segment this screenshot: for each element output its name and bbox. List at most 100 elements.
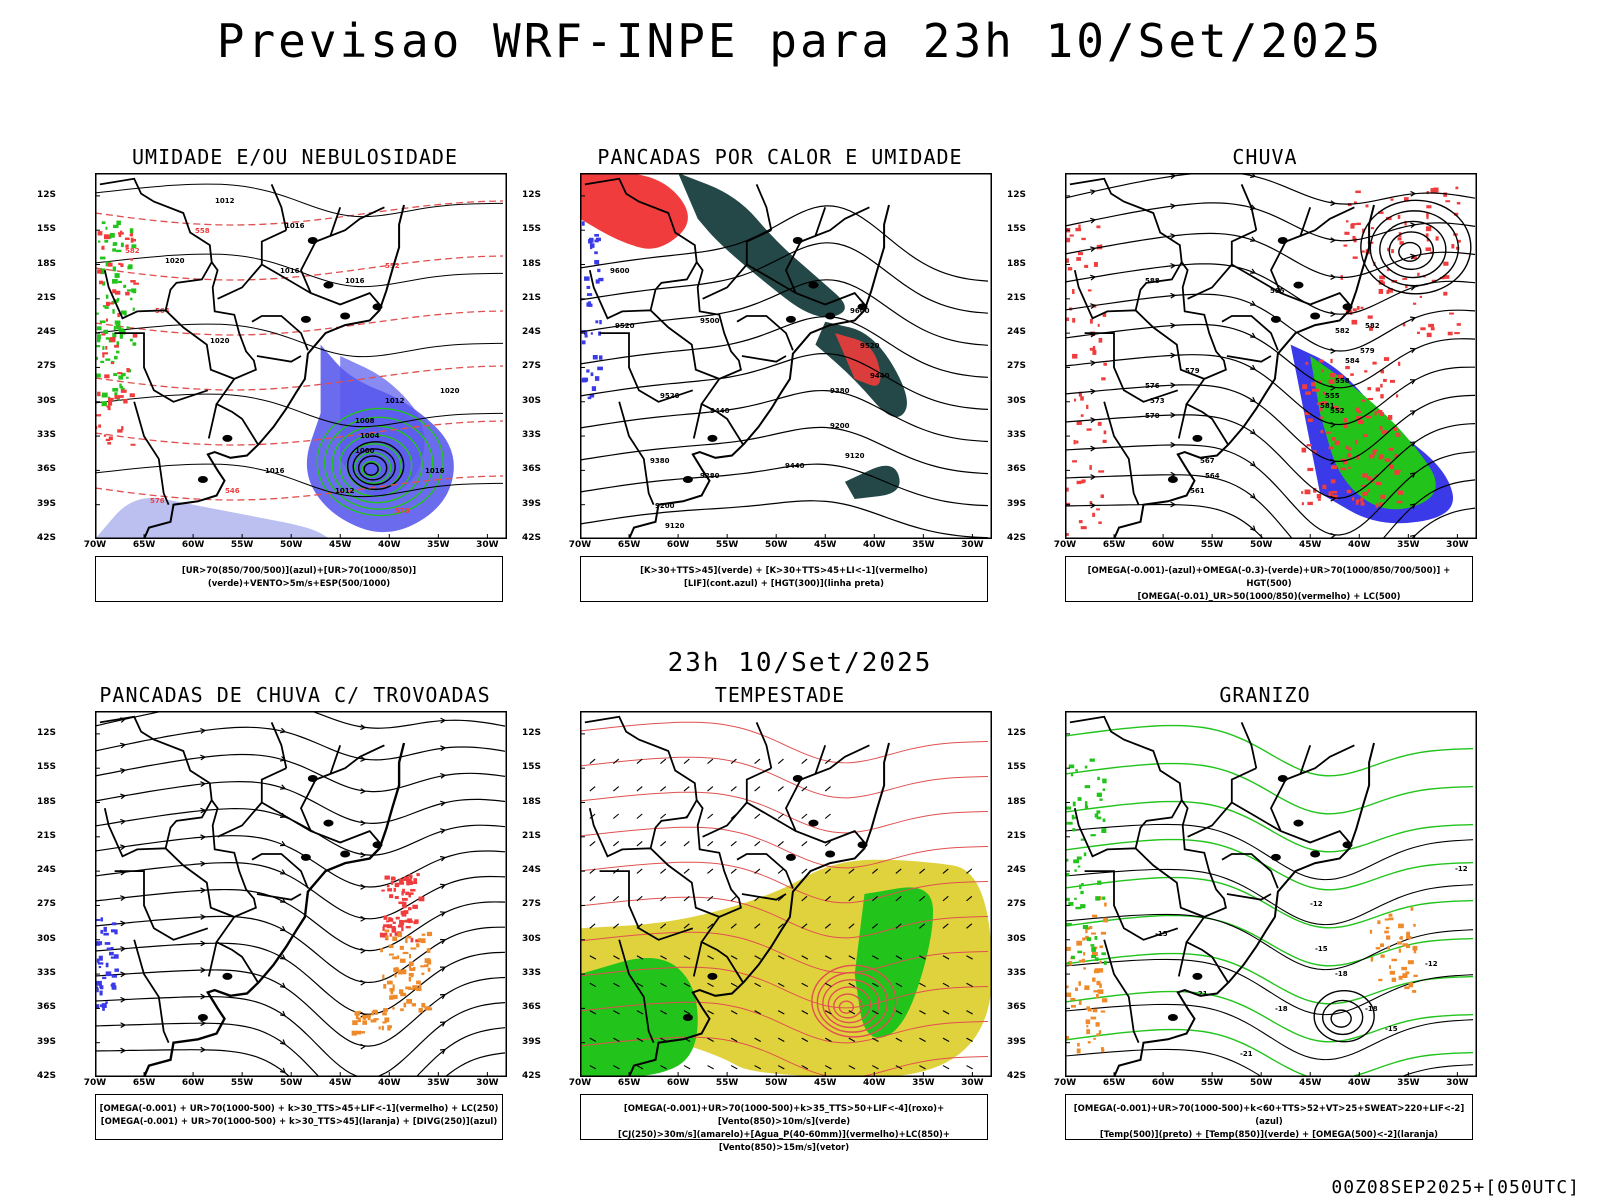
shaded-cell <box>1085 1019 1091 1025</box>
shaded-cell <box>410 947 417 950</box>
shaded-cell <box>111 974 118 978</box>
atlantic-coastline <box>142 742 406 1077</box>
shaded-cell <box>120 263 124 268</box>
shaded-cell <box>105 337 110 340</box>
cyclone-rings <box>811 964 897 1038</box>
lat-tick-label: 15S <box>1006 762 1026 773</box>
shaded-cell <box>110 929 116 933</box>
shaded-cell <box>1075 769 1078 772</box>
streamline-arrow <box>360 756 367 763</box>
wind-vector <box>707 895 714 902</box>
wind-vector <box>613 982 620 988</box>
lat-tick-label: 24S <box>521 865 541 876</box>
shaded-cell <box>393 967 399 973</box>
shaded-cell <box>1065 946 1071 951</box>
wind-vector <box>872 1010 879 1015</box>
lat-tick-label: 42S <box>1006 533 1026 543</box>
wind-vector <box>707 786 714 792</box>
shaded-cell <box>1425 247 1432 252</box>
shaded-cell <box>1417 272 1420 276</box>
lat-tick-label: 42S <box>36 533 56 543</box>
shaded-cell <box>98 965 102 969</box>
shaded-cell <box>104 306 109 309</box>
lon-tick-label: 55W <box>230 1078 254 1088</box>
streamline-arrow <box>1410 253 1417 260</box>
wind-vector <box>730 1010 738 1015</box>
cyclone-ring <box>346 441 405 491</box>
streamline <box>1065 173 1476 205</box>
shaded-cell <box>1395 432 1401 437</box>
shaded-cell <box>1304 489 1311 495</box>
shaded-cell <box>1092 977 1096 982</box>
shaded-cell <box>130 280 136 283</box>
temp850-contour <box>1065 800 1474 853</box>
pressure-contour <box>95 463 503 498</box>
streamline-arrow <box>279 869 287 875</box>
streamline <box>95 995 506 1077</box>
shaded-cell <box>107 405 111 411</box>
streamline-arrow <box>200 728 207 734</box>
wind-vector <box>683 955 691 960</box>
shaded-cell <box>1096 508 1100 511</box>
wind-vector <box>683 923 690 929</box>
run-time-footer: 00Z08SEP2025+[050UTC] <box>1331 1177 1580 1198</box>
shaded-cell <box>104 374 110 379</box>
wind-vector <box>636 955 644 960</box>
lake-marker <box>1192 434 1203 442</box>
lat-tick-label: 15S <box>521 224 541 235</box>
map-basemap <box>580 177 890 539</box>
shaded-cell <box>1096 225 1101 229</box>
streamline-arrow <box>439 1048 447 1055</box>
lake-marker <box>307 236 318 244</box>
contour-label: 9440 <box>785 462 805 470</box>
wind-vector <box>942 868 949 874</box>
lake-marker <box>1192 972 1203 980</box>
shaded-cell <box>1347 447 1352 451</box>
shaded-cell <box>358 1010 361 1014</box>
streamline-arrow <box>360 724 367 731</box>
wind-vector <box>942 923 949 929</box>
shaded-cell <box>1100 931 1107 935</box>
wind-vector <box>848 895 855 902</box>
shaded-cell <box>1388 917 1394 921</box>
shaded-cell <box>117 429 123 433</box>
political-border <box>1103 939 1140 1044</box>
shaded-cell <box>1328 446 1334 450</box>
lon-tick-label: 35W <box>912 1078 935 1088</box>
lake-marker <box>857 303 868 311</box>
shaded-cell <box>1355 407 1360 412</box>
shaded-cell <box>401 969 407 975</box>
cyclone-ring <box>811 964 897 1038</box>
shaded-cell <box>1453 212 1459 216</box>
shaded-cell <box>130 258 134 261</box>
shaded-cell <box>100 269 105 275</box>
shaded-cell <box>114 954 119 959</box>
lon-tick-label: 50W <box>1249 540 1273 550</box>
wind-vector <box>754 982 762 988</box>
shaded-cell <box>1356 305 1360 310</box>
streamline-arrow <box>1249 364 1257 371</box>
shaded-cell <box>1099 960 1102 964</box>
shaded-cell <box>599 355 603 360</box>
political-border <box>1084 332 1179 403</box>
shaded-cell <box>1102 778 1107 784</box>
wind-vector <box>777 758 784 765</box>
contour-label: 9520 <box>615 322 635 330</box>
thickness-contour <box>95 365 504 391</box>
shaded-cell <box>1102 312 1107 317</box>
political-border <box>741 893 787 901</box>
lake-marker <box>1342 841 1353 849</box>
map-canvas <box>95 711 507 1077</box>
streamline-arrow <box>360 788 367 794</box>
shaded-cell <box>103 926 107 932</box>
wind-vector <box>966 1037 973 1042</box>
shaded-cell <box>1072 801 1076 807</box>
shaded-cell <box>114 392 118 396</box>
shaded-cell <box>1360 484 1366 488</box>
shaded-cell <box>118 395 124 398</box>
wind-vector <box>801 1037 809 1042</box>
shaded-cell <box>1102 917 1109 923</box>
streamline-arrow <box>439 911 447 917</box>
streamline-arrow <box>440 828 447 834</box>
wind-vector <box>848 1010 856 1015</box>
